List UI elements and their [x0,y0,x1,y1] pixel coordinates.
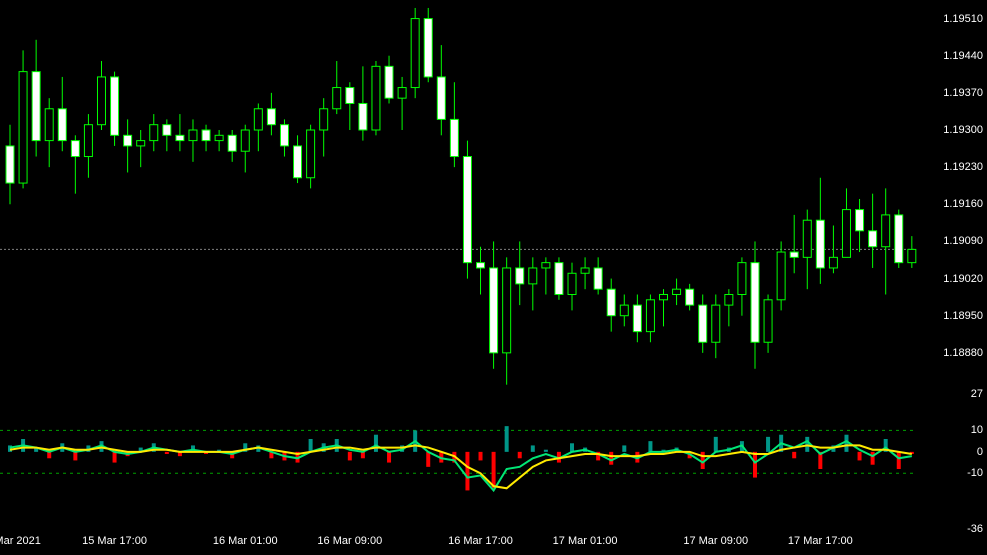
price-y-label: 1.19510 [943,13,983,25]
price-y-label: 1.19370 [943,87,983,99]
time-label: 15 Mar 17:00 [82,535,147,553]
indicator-y-label: 27 [971,388,983,400]
price-y-label: 1.19440 [943,50,983,62]
indicator-y-label: 0 [977,446,983,458]
price-y-label: 1.18880 [943,347,983,359]
time-label: 15 Mar 2021 [0,535,41,553]
price-y-label: 1.19020 [943,273,983,285]
price-y-label: 1.19300 [943,124,983,136]
time-label: 17 Mar 09:00 [683,535,748,553]
indicator-y-label: -36 [967,523,983,535]
time-label: 16 Mar 17:00 [448,535,513,553]
time-label: 16 Mar 01:00 [213,535,278,553]
price-chart-panel[interactable] [0,0,987,390]
indicator-y-label: 10 [971,424,983,436]
indicator-panel[interactable] [0,394,987,529]
time-label: 16 Mar 09:00 [317,535,382,553]
price-y-label: 1.19230 [943,161,983,173]
price-y-label: 1.18950 [943,310,983,322]
price-y-label: 1.19090 [943,235,983,247]
time-label: 17 Mar 01:00 [553,535,618,553]
time-label: 17 Mar 17:00 [788,535,853,553]
indicator-y-label: -10 [967,467,983,479]
chart-root: { "layout": { "width": 987, "height": 55… [0,0,987,555]
price-y-label: 1.19160 [943,198,983,210]
